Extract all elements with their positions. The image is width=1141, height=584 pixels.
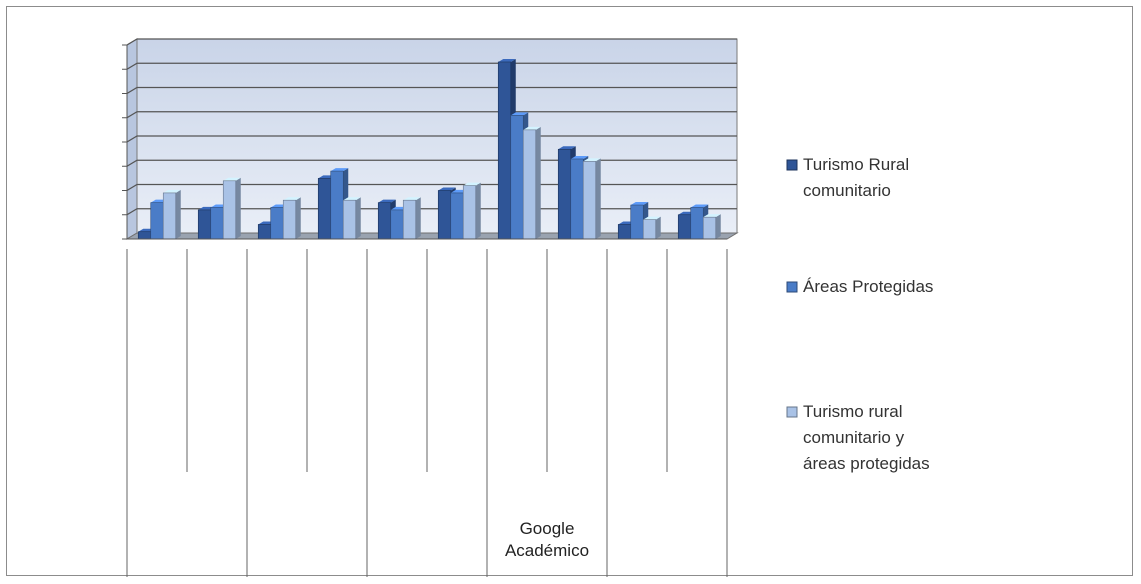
bar-front: [617, 224, 632, 240]
bar-side: [175, 189, 181, 239]
legend-label-line: comunitario y: [803, 428, 905, 447]
bar-front: [690, 207, 704, 240]
bar-top: [403, 197, 421, 201]
bar-top: [703, 214, 721, 218]
bar-front: [197, 209, 212, 240]
bar-front: [437, 190, 452, 240]
legend-label: Turismo rural comunitario y áreas protegid…: [803, 402, 930, 473]
bar-top: [223, 177, 241, 181]
bar-turismo-rural-comunitario-y-reas-protegidas-7: [582, 158, 601, 240]
bar-turismo-rural-comunitario-y-reas-protegidas-0: [162, 189, 181, 240]
legend-label-line: Turismo Rural: [803, 155, 909, 174]
bar-front: [270, 207, 284, 240]
legend: Turismo Rural comunitario Áreas Protegidas…: [786, 155, 933, 473]
bar-front: [702, 216, 717, 240]
bar-front: [557, 148, 572, 240]
bar-top: [570, 155, 589, 159]
group-label: Google Académico: [505, 519, 589, 560]
bar-front: [137, 231, 152, 240]
bar-front: [377, 202, 392, 240]
bars: [137, 58, 721, 240]
bar-top: [583, 158, 601, 162]
legend-swatch: [786, 406, 798, 418]
bar-side: [535, 126, 541, 239]
bar-top: [330, 168, 349, 172]
x-axis: Google Académico: [126, 238, 728, 577]
bar-top: [438, 187, 456, 191]
legend-item-1: Áreas Protegidas: [786, 277, 933, 296]
bar-top: [630, 202, 649, 206]
legend-label: Áreas Protegidas: [803, 277, 933, 296]
gridline: [126, 62, 737, 70]
bar-front: [330, 170, 344, 240]
bar-top: [643, 216, 661, 220]
bar-top: [463, 182, 481, 186]
bar-top: [498, 58, 516, 62]
bar-front: [162, 192, 177, 240]
gridline: [126, 86, 737, 95]
bar-front: [222, 180, 237, 240]
bar-turismo-rural-comunitario-y-reas-protegidas-8: [642, 216, 661, 240]
y-axis: [122, 44, 128, 240]
bar-chart: Google Académico Turismo Rural comunitario…: [122, 38, 933, 577]
bar-top: [523, 126, 541, 130]
bar-front: [342, 199, 357, 240]
bar-top: [378, 199, 396, 203]
bar-front: [642, 219, 657, 240]
bar-front: [582, 161, 597, 240]
legend-swatch: [786, 159, 798, 171]
bar-side: [415, 197, 421, 239]
legend-item-0: Turismo Rural comunitario: [786, 155, 909, 200]
bar-turismo-rural-comunitario-y-reas-protegidas-1: [222, 177, 241, 240]
bar-front: [450, 192, 464, 240]
legend-item-2: Turismo rural comunitario y áreas protegid…: [786, 402, 930, 473]
legend-label-line: Turismo rural: [803, 402, 903, 421]
bar-turismo-rural-comunitario-y-reas-protegidas-3: [342, 197, 361, 240]
bar-front: [257, 224, 272, 240]
bar-side: [655, 216, 661, 239]
bar-turismo-rural-comunitario-y-reas-protegidas-5: [462, 182, 481, 240]
bar-front: [497, 61, 512, 240]
bar-turismo-rural-comunitario-y-reas-protegidas-2: [282, 197, 301, 240]
bar-side: [295, 197, 301, 239]
bar-top: [283, 197, 301, 201]
bar-side: [235, 177, 241, 239]
bar-turismo-rural-comunitario-y-reas-protegidas-4: [402, 197, 421, 240]
bar-front: [630, 204, 644, 240]
bar-top: [343, 197, 361, 201]
gridline: [126, 38, 737, 46]
legend-swatch: [786, 281, 798, 293]
bar-side: [475, 182, 481, 239]
legend-label-line: áreas protegidas: [803, 454, 930, 473]
bar-front: [522, 129, 537, 240]
legend-label-line: Áreas Protegidas: [803, 277, 933, 296]
bar-front: [677, 214, 692, 240]
bar-top: [558, 146, 576, 150]
bar-front: [510, 115, 524, 240]
bar-front: [282, 199, 297, 240]
gridline: [126, 111, 737, 119]
group-label-line: Académico: [505, 541, 589, 560]
bar-side: [595, 158, 601, 239]
bar-top: [690, 204, 709, 208]
bar-front: [390, 209, 404, 240]
legend-label: Turismo Rural comunitario: [803, 155, 909, 200]
bar-front: [210, 207, 224, 240]
bar-top: [163, 189, 181, 193]
bar-front: [402, 199, 417, 240]
bar-turismo-rural-comunitario-y-reas-protegidas-9: [702, 214, 721, 240]
chart-frame: Google Académico Turismo Rural comunitario…: [6, 6, 1133, 577]
bar-front: [317, 178, 332, 240]
bar-front: [462, 185, 477, 240]
bar-side: [715, 214, 721, 239]
bar-top: [510, 112, 529, 116]
bar-turismo-rural-comunitario-y-reas-protegidas-6: [522, 126, 541, 240]
bar-front: [150, 202, 164, 240]
bar-side: [355, 197, 361, 239]
bar-front: [570, 158, 584, 240]
group-label-line: Google: [520, 519, 575, 538]
legend-label-line: comunitario: [803, 181, 891, 200]
